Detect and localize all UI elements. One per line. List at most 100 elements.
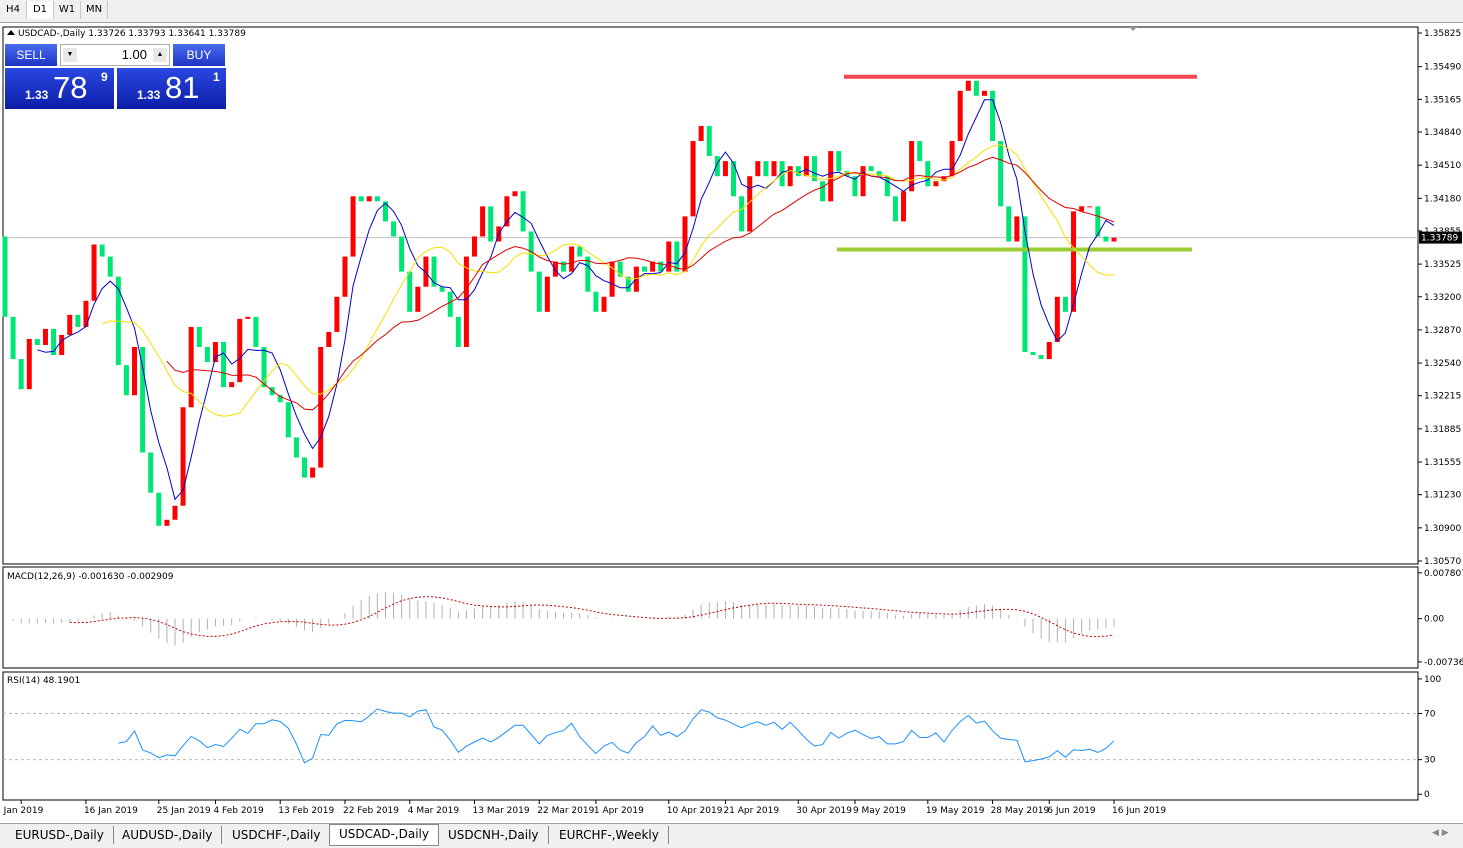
candle-body [269,387,275,396]
symbol-tabs: EURUSD-,Daily AUDUSD-,Daily USDCHF-,Dail… [0,823,1463,848]
y-tick-label: 1.30570 [1424,557,1461,567]
candle-body [67,314,73,335]
candle-body [358,196,364,202]
candle-body [212,341,218,363]
bid-price[interactable]: 1.33 78 9 [5,68,114,109]
scroll-arrows[interactable]: ◀ ▶ [1432,828,1449,838]
candle-body [552,261,558,277]
candle-body [447,291,453,317]
x-tick-label: 22 Feb 2019 [343,806,399,816]
candle-body [1103,236,1109,242]
candle-body [391,221,397,237]
candle-body [990,90,996,142]
x-tick-label: 28 May 2019 [991,806,1050,816]
lot-down[interactable]: ▼ [63,48,77,62]
candle-body [407,271,413,312]
candle-body [374,196,380,202]
candle-body [973,80,979,96]
x-tick-label: 10 Apr 2019 [667,806,723,816]
candle-body [925,161,931,187]
moving-average [37,99,1115,501]
candle-body [1006,206,1012,242]
candle-body [803,156,809,177]
candle-body [884,176,890,197]
sell-button[interactable]: SELL [5,44,57,66]
current-price-label: 1.33789 [1421,234,1458,244]
candle-body [34,338,40,345]
candle-body [221,341,227,388]
candle-body [941,176,947,182]
candle-body [26,338,32,390]
tab[interactable]: EURUSD-,Daily [6,826,114,844]
candle-body [917,141,923,162]
candle-body [981,90,987,96]
candle-body [350,196,356,257]
candle-body [577,246,583,257]
timeframe-button[interactable]: MN [81,1,108,19]
buy-button[interactable]: BUY [173,44,225,66]
tab[interactable]: USDCNH-,Daily [439,826,549,844]
timeframe-button[interactable]: D1 [27,1,54,19]
current-price-box [1419,231,1462,244]
candle-body [779,161,785,187]
moving-average [166,156,1115,411]
lot-up[interactable]: ▲ [153,48,167,62]
candle-body [512,191,518,197]
y-tick-label: 1.31885 [1424,425,1461,435]
tab[interactable]: AUDUSD-,Daily [113,826,223,844]
candle-body [293,437,299,458]
candle-body [415,286,421,312]
lot-input[interactable]: 1.00 [60,44,170,66]
tab[interactable]: USDCAD-,Daily [329,824,439,846]
x-tick-label: 9 May 2019 [853,806,906,816]
candle-body [593,291,599,312]
candle-body [1030,352,1036,356]
candle-body [852,176,858,197]
x-tick-label: 16 Jun 2019 [1112,806,1166,816]
candle-body [682,216,688,272]
chart: USDCAD-,Daily 1.33726 1.33793 1.33641 1.… [0,26,1463,816]
candle-body [957,90,963,142]
candle-body [658,261,664,272]
candle-body [455,316,461,347]
rsi-pane [2,671,1419,801]
x-tick-label: 4 Mar 2019 [408,806,460,816]
price-big: 1.33 [25,88,49,102]
candle-body [1054,296,1060,342]
ask-price[interactable]: 1.33 81 1 [117,68,226,109]
tab[interactable]: EURCHF-,Weekly [550,826,669,844]
rsi-label: RSI(14) 48.1901 [7,676,80,686]
y-tick-label: 30 [1424,756,1436,766]
candle-body [302,457,308,478]
candle-body [544,276,550,312]
candle-body [10,316,16,360]
candle-body [617,261,623,277]
candle-body [787,166,793,187]
y-tick-label: 70 [1424,710,1436,720]
macd-pane [2,566,1419,669]
main-pane [2,26,1419,565]
candle-body [731,161,737,197]
candle-body [674,241,680,272]
price-fraction: 1 [213,70,220,84]
candle-body [326,331,332,347]
candle-body [423,256,429,287]
candle-body [399,236,405,272]
x-tick-label: 7 Jan 2019 [0,806,44,816]
candle-body [1046,341,1052,360]
candle-body [439,286,445,292]
y-tick-label: 1.34510 [1424,161,1461,171]
y-tick-label: 0.007807 [1424,569,1463,579]
timeframe-button[interactable]: W1 [54,1,81,19]
timeframe-button[interactable]: H4 [0,1,27,19]
candle-body [706,125,712,157]
y-tick-label: 1.30900 [1424,524,1461,534]
candle-body [140,346,146,453]
tab[interactable]: USDCHF-,Daily [223,826,331,844]
x-tick-label: 22 Mar 2019 [537,806,594,816]
candle-body [601,296,607,312]
toolbar: H4 D1 W1 MN [0,0,1463,23]
candle-body [1038,355,1044,360]
candle-body [650,261,656,272]
